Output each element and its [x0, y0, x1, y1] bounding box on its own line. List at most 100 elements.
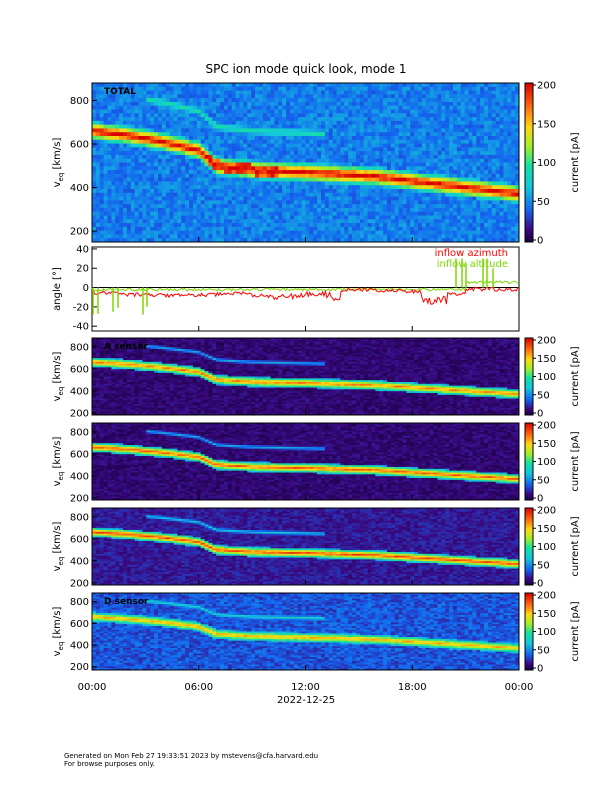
heatmap-cell [115, 117, 119, 121]
heatmap-cell [282, 234, 286, 238]
heatmap-cell [286, 98, 290, 102]
heatmap-cell [503, 223, 507, 227]
heatmap-cell [247, 106, 251, 110]
heatmap-cell [108, 128, 112, 132]
heatmap-cell [395, 151, 399, 155]
heatmap-cell [414, 144, 418, 148]
heatmap-cell [496, 185, 500, 189]
heatmap-cell [503, 227, 507, 231]
heatmap-cell [243, 136, 247, 140]
heatmap-cell [189, 185, 193, 189]
heatmap-cell [189, 231, 193, 235]
heatmap-cell [162, 98, 166, 102]
heatmap-cell [185, 121, 189, 125]
heatmap-cell [181, 234, 185, 238]
heatmap-cell [177, 166, 181, 170]
heatmap-cell [302, 140, 306, 144]
heatmap-cell [240, 174, 244, 178]
heatmap-cell [224, 91, 228, 95]
heatmap-cell [139, 155, 143, 159]
heatmap-cell [379, 181, 383, 185]
heatmap-cell [263, 159, 267, 163]
heatmap-cell [205, 132, 209, 136]
heatmap-cell [321, 102, 325, 106]
heatmap-cell [259, 208, 263, 212]
heatmap-cell [309, 223, 313, 227]
heatmap-cell [503, 163, 507, 167]
heatmap-cell [496, 102, 500, 106]
heatmap-cell [228, 219, 232, 223]
heatmap-cell [123, 159, 127, 163]
heatmap-cell [247, 110, 251, 114]
heatmap-cell [263, 117, 267, 121]
heatmap-cell [286, 83, 290, 87]
heatmap-cell [224, 223, 228, 227]
heatmap-cell [403, 144, 407, 148]
heatmap-cell [282, 151, 286, 155]
heatmap-cell [352, 132, 356, 136]
heatmap-cell [162, 147, 166, 151]
heatmap-cell [344, 121, 348, 125]
heatmap-cell [500, 193, 504, 197]
heatmap-cell [139, 94, 143, 98]
heatmap-cell [170, 181, 174, 185]
heatmap-cell [480, 128, 484, 132]
heatmap-cell [360, 163, 364, 167]
heatmap-cell [240, 185, 244, 189]
heatmap-cell [333, 125, 337, 129]
heatmap-cell [321, 193, 325, 197]
heatmap-cell [177, 181, 181, 185]
heatmap-cell [100, 155, 104, 159]
heatmap-cell [216, 106, 220, 110]
heatmap-cell [271, 231, 275, 235]
heatmap-cell [108, 102, 112, 106]
heatmap-cell [92, 174, 96, 178]
heatmap-cell [220, 102, 224, 106]
heatmap-cell [158, 223, 162, 227]
heatmap-cell [135, 113, 139, 117]
heatmap-cell [364, 231, 368, 235]
heatmap-cell [251, 155, 255, 159]
heatmap-cell [414, 136, 418, 140]
heatmap-cell [371, 98, 375, 102]
heatmap-cell [181, 91, 185, 95]
heatmap-cell [383, 136, 387, 140]
heatmap-cell [201, 117, 205, 121]
heatmap-cell [286, 181, 290, 185]
heatmap-cell [503, 170, 507, 174]
heatmap-cell [224, 216, 228, 220]
heatmap-cell [507, 163, 511, 167]
heatmap-cell [119, 117, 123, 121]
heatmap-cell [391, 178, 395, 182]
heatmap-cell [507, 231, 511, 235]
heatmap-cell [379, 231, 383, 235]
heatmap-cell [406, 91, 410, 95]
heatmap-cell [325, 147, 329, 151]
heatmap-cell [185, 140, 189, 144]
heatmap-cell [162, 208, 166, 212]
heatmap-cell [480, 189, 484, 193]
heatmap-cell [418, 197, 422, 201]
heatmap-cell [142, 132, 146, 136]
heatmap-cell [434, 140, 438, 144]
heatmap-cell [329, 174, 333, 178]
heatmap-cell [142, 227, 146, 231]
heatmap-cell [181, 197, 185, 201]
heatmap-cell [317, 106, 321, 110]
heatmap-cell [205, 91, 209, 95]
heatmap-cell [503, 144, 507, 148]
heatmap-cell [302, 102, 306, 106]
heatmap-cell [212, 91, 216, 95]
heatmap-cell [255, 110, 259, 114]
heatmap-cell [325, 204, 329, 208]
heatmap-cell [340, 91, 344, 95]
heatmap-cell [150, 98, 154, 102]
heatmap-cell [364, 94, 368, 98]
heatmap-cell [104, 117, 108, 121]
heatmap-cell [472, 110, 476, 114]
heatmap-cell [205, 106, 209, 110]
heatmap-cell [418, 234, 422, 238]
heatmap-cell [123, 166, 127, 170]
heatmap-cell [480, 91, 484, 95]
heatmap-cell [492, 83, 496, 87]
